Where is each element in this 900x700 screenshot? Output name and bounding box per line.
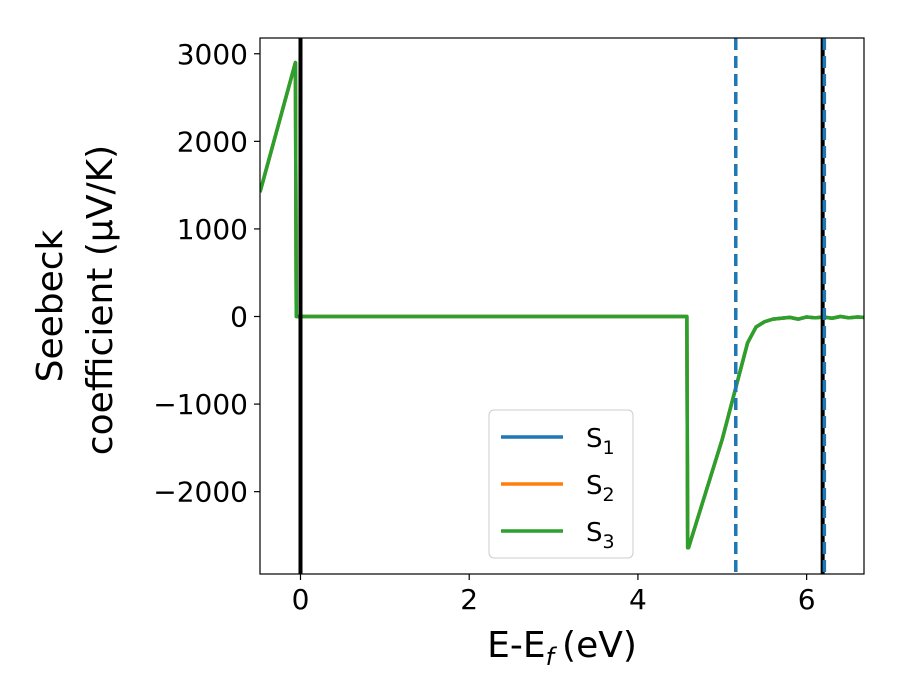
legend-label-3: S3 [586,518,615,553]
x-axis-title-subscript: f [546,643,558,671]
x-tick-label: 0 [292,583,310,616]
x-axis-title-unit: (eV) [562,625,637,666]
y-tick-label: 0 [230,301,248,334]
x-tick-label: 4 [629,583,647,616]
plot-area [260,38,864,574]
x-tick-label: 2 [460,583,478,616]
y-axis-title-line2: coefficient (μV/K) [80,145,121,455]
axes: 0 2 4 6 3000 2000 1000 0 −1000 −2000 [153,38,815,616]
y-tick-label: −1000 [153,388,248,421]
legend: S1 S2 S3 [488,409,634,559]
y-axis-title-line1: Seebeck [30,229,71,382]
legend-label-2: S2 [586,471,615,506]
y-tick-label: 3000 [177,38,248,71]
y-tick-label: −2000 [153,476,248,509]
legend-label-1: S1 [586,424,615,459]
y-axis-title: Seebeck coefficient (μV/K) [30,145,121,455]
x-tick-label: 6 [798,583,816,616]
x-axis-title-main: E-E [487,625,545,666]
x-axis-title: E-Ef (eV) [487,625,637,671]
y-tick-label: 2000 [177,125,248,158]
series-line-3 [260,60,864,550]
plot-frame [259,37,865,575]
y-tick-label: 1000 [177,213,248,246]
